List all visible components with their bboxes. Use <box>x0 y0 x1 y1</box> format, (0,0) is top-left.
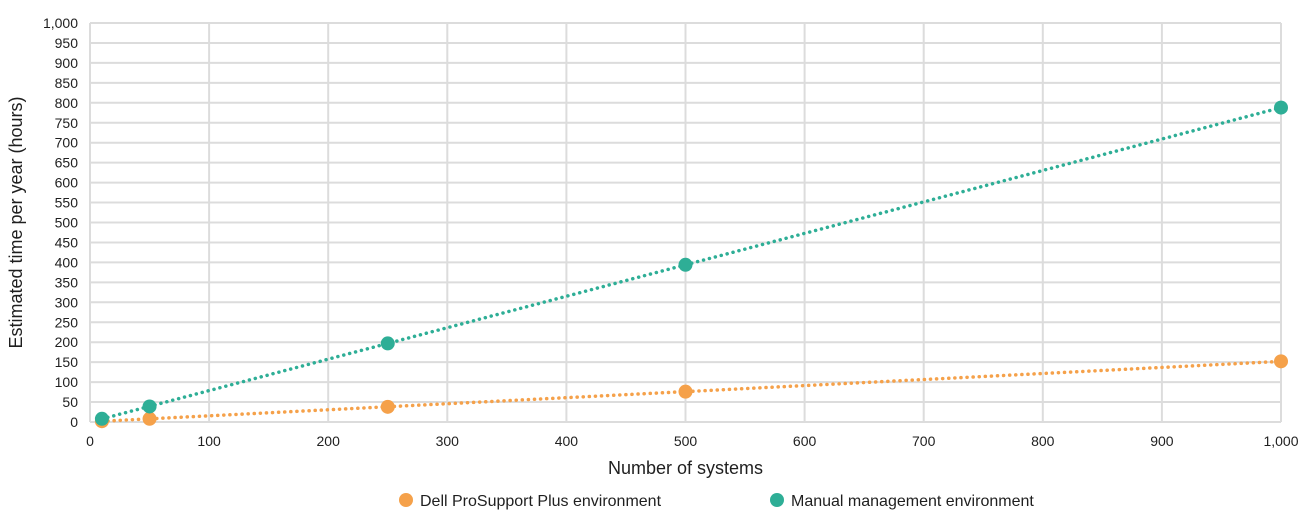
data-point <box>142 399 157 414</box>
chart-legend: Dell ProSupport Plus environment Manual m… <box>399 493 1034 510</box>
series-1 <box>94 354 1288 429</box>
x-tick-label: 800 <box>1031 433 1055 449</box>
y-tick-label: 450 <box>55 234 79 250</box>
data-point <box>380 399 395 414</box>
x-tick-label: 200 <box>317 433 341 449</box>
y-tick-label: 550 <box>55 195 79 211</box>
data-point <box>1274 354 1288 369</box>
legend-marker <box>399 493 413 507</box>
x-axis-title: Number of systems <box>608 458 763 478</box>
x-axis-ticks: 0 100 200 300 400 500 600 700 800 900 1,000 <box>86 433 1299 449</box>
chart-grid <box>89 22 1282 423</box>
data-point <box>380 336 395 351</box>
x-tick-label: 700 <box>912 433 936 449</box>
y-tick-label: 900 <box>55 55 79 71</box>
data-point <box>678 384 693 399</box>
x-tick-label: 600 <box>793 433 817 449</box>
y-tick-label: 300 <box>55 294 79 310</box>
y-tick-label: 250 <box>55 314 79 330</box>
x-tick-label: 900 <box>1150 433 1174 449</box>
y-tick-label: 100 <box>55 374 79 390</box>
y-tick-label: 500 <box>55 215 79 231</box>
data-point <box>142 411 157 426</box>
x-tick-label: 1,000 <box>1263 433 1298 449</box>
y-tick-label: 750 <box>55 115 79 131</box>
y-tick-label: 700 <box>55 135 79 151</box>
y-tick-label: 350 <box>55 274 79 290</box>
y-axis-ticks: 0 50 100 150 200 250 300 350 400 450 500 550 600 650 7… <box>43 15 78 430</box>
data-point <box>94 411 109 426</box>
x-tick-label: 0 <box>86 433 94 449</box>
y-tick-label: 850 <box>55 75 79 91</box>
legend-item: Dell ProSupport Plus environment <box>399 493 662 510</box>
data-point <box>678 257 693 272</box>
series-layer <box>94 100 1288 429</box>
legend-marker <box>770 493 784 507</box>
y-tick-label: 600 <box>55 175 79 191</box>
y-tick-label: 50 <box>62 394 78 410</box>
x-tick-label: 500 <box>674 433 698 449</box>
x-tick-label: 400 <box>555 433 579 449</box>
y-tick-label: 0 <box>70 414 78 430</box>
x-tick-label: 100 <box>197 433 221 449</box>
y-tick-label: 650 <box>55 155 79 171</box>
y-tick-label: 1,000 <box>43 15 78 31</box>
y-tick-label: 400 <box>55 254 79 270</box>
series-2 <box>94 100 1288 426</box>
legend-label: Dell ProSupport Plus environment <box>420 493 662 510</box>
x-tick-label: 300 <box>436 433 460 449</box>
y-tick-label: 950 <box>55 35 79 51</box>
y-tick-label: 800 <box>55 95 79 111</box>
y-tick-label: 200 <box>55 334 79 350</box>
y-axis-title: Estimated time per year (hours) <box>6 96 26 348</box>
legend-item: Manual management environment <box>770 493 1034 510</box>
data-point <box>1274 100 1288 115</box>
legend-label: Manual management environment <box>791 493 1034 510</box>
y-tick-label: 150 <box>55 354 79 370</box>
